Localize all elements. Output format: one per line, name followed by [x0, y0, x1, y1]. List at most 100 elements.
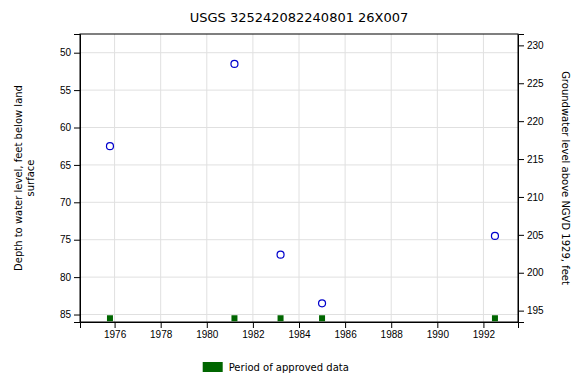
grid-line-y	[80, 277, 518, 278]
y2-axis-line	[519, 35, 525, 323]
x-axis: 197619781980198219841986198819901992	[81, 322, 519, 340]
grid-line-x	[345, 34, 346, 322]
title: USGS 325242082240801 26X007	[190, 10, 409, 25]
y-axis-tick: 70	[60, 197, 80, 208]
y2-axis-tick: 200	[518, 267, 544, 278]
y-axis-tick: 50	[60, 47, 80, 58]
grid-line-x	[252, 34, 253, 322]
y2-axis-tick-mark	[518, 121, 524, 122]
grid-line-x	[160, 34, 161, 322]
grid-line-x	[206, 34, 207, 322]
y2-axis-tick: 220	[518, 116, 544, 127]
x-axis-tick-mark	[391, 322, 392, 328]
x-axis-tick-mark	[299, 322, 300, 328]
series	[107, 315, 498, 321]
chart: 1976197819801982198419861988199019925055…	[0, 0, 576, 384]
grid-line-x	[299, 34, 300, 322]
y-axis-tick-mark	[74, 240, 80, 241]
y2-axis-tick: 230	[518, 40, 544, 51]
y2-axis-tick-label: 220	[527, 116, 544, 127]
grid-line-y	[80, 202, 518, 203]
x-axis-tick-label: 1992	[473, 329, 496, 340]
legend: Period of approved data	[203, 362, 349, 373]
x-axis-tick: 1984	[288, 322, 311, 340]
x-axis-tick: 1982	[242, 322, 265, 340]
y-axis-tick-label: 50	[60, 47, 72, 58]
x-axis-tick-mark	[115, 322, 116, 328]
y-axis-tick: 85	[60, 309, 80, 320]
y2-axis-tick-mark	[518, 159, 524, 160]
y-axis-tick-label: 55	[60, 85, 72, 96]
grid-line-y	[80, 164, 518, 165]
y-axis-tick-mark	[74, 202, 80, 203]
plot-frame	[80, 34, 518, 322]
grid-line-y	[80, 52, 518, 53]
y-axis-tick-label: 65	[60, 160, 72, 171]
y2-axis-tick-mark	[518, 235, 524, 236]
point	[319, 300, 326, 307]
point	[277, 251, 284, 258]
y-axis-tick-label: 70	[60, 197, 72, 208]
y-axis-line	[74, 35, 81, 323]
x-axis-tick-label: 1988	[381, 329, 404, 340]
y2-axis-tick-mark	[518, 311, 524, 312]
y-axis-tick: 75	[60, 234, 80, 245]
x-axis-tick-mark	[345, 322, 346, 328]
grid-line-x	[483, 34, 484, 322]
y2-axis-tick: 210	[518, 192, 544, 203]
grid-line-y	[80, 314, 518, 315]
y2-axis-tick-mark	[518, 197, 524, 198]
grid-line-x	[391, 34, 392, 322]
x-axis-tick-label: 1986	[334, 329, 357, 340]
x-axis-tick: 1986	[334, 322, 357, 340]
y-axis-tick-label: 60	[60, 122, 72, 133]
x-axis-tick-label: 1984	[288, 329, 311, 340]
grid-line-x	[437, 34, 438, 322]
square-marker	[107, 315, 113, 321]
square-marker	[492, 315, 498, 321]
square-marker	[278, 315, 284, 321]
point	[491, 232, 498, 239]
y2-axis: 195200205210215220225230	[518, 35, 544, 323]
x-axis-tick-label: 1976	[104, 329, 127, 340]
grid-line-y	[80, 127, 518, 128]
y2-axis-tick: 195	[518, 305, 544, 316]
x-axis-tick: 1988	[381, 322, 404, 340]
y2-axis-tick-mark	[518, 83, 524, 84]
point	[106, 143, 113, 150]
x-axis-tick-mark	[437, 322, 438, 328]
plot: 1976197819801982198419861988199019925055…	[60, 34, 544, 340]
y-axis-tick: 65	[60, 160, 80, 171]
square-marker	[231, 315, 237, 321]
y2-axis-tick-label: 195	[527, 305, 544, 316]
grid-line-y	[80, 90, 518, 91]
y2-axis-tick-mark	[518, 273, 524, 274]
x-axis-tick-mark	[253, 322, 254, 328]
y-axis-tick-label: 80	[60, 272, 72, 283]
legend-item: Period of approved data	[203, 362, 349, 373]
y-axis-tick-mark	[74, 315, 80, 316]
grid-line-x	[114, 34, 115, 322]
x-axis-tick-mark	[483, 322, 484, 328]
y2-axis-tick-label: 225	[527, 78, 544, 89]
y-axis: 50 55 60 65 70 75 80 85	[60, 35, 81, 323]
y-axis-tick: 55	[60, 85, 80, 96]
legend-label: Period of approved data	[229, 362, 349, 373]
point	[231, 60, 238, 67]
y-axis-tick-mark	[74, 90, 80, 91]
y-axis-tick-mark	[74, 53, 80, 54]
x-axis-tick-mark	[161, 322, 162, 328]
y2-axis-tick-label: 230	[527, 40, 544, 51]
x-axis-tick-label: 1990	[427, 329, 450, 340]
y-axis-tick-mark	[74, 128, 80, 129]
y-axis-tick-label: 85	[60, 309, 72, 320]
x-axis-tick-label: 1982	[242, 329, 265, 340]
x-axis-tick: 1980	[196, 322, 219, 340]
y2-axis-title: Groundwater level above NGVD 1929, feet	[560, 71, 571, 285]
x-axis-line	[81, 323, 519, 329]
y2-axis-tick-mark	[518, 45, 524, 46]
legend-swatch	[203, 362, 223, 372]
grid	[80, 34, 518, 322]
y-axis-tick-mark	[74, 165, 80, 166]
x-axis-tick: 1990	[427, 322, 450, 340]
